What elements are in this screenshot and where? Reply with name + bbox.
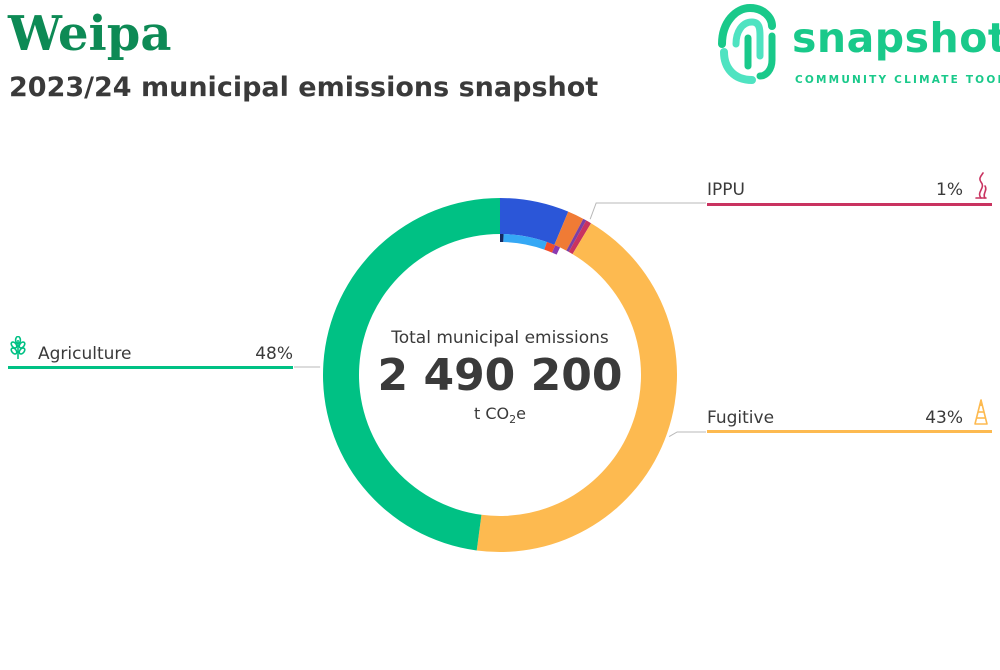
inner-segment-purple (552, 245, 561, 255)
segment-waste (566, 218, 587, 252)
segment-ippu (568, 220, 592, 255)
factory-smoke-icon (975, 172, 987, 199)
leader-lines (294, 202, 706, 437)
underline-fugitive (707, 430, 992, 433)
percent-ippu: 1% (936, 180, 963, 200)
snapshot-logo[interactable]: snapshot COMMUNITY CLIMATE TOOL (714, 0, 1000, 92)
wheat-icon (10, 336, 26, 359)
inner-ring (500, 234, 561, 255)
underline-agriculture (8, 366, 293, 369)
label-agriculture: Agriculture (38, 344, 132, 364)
center-total-value: 2 490 200 (377, 350, 623, 401)
inner-segment-orange-red (544, 242, 556, 253)
percent-fugitive: 43% (925, 408, 963, 428)
segment-transport (554, 211, 584, 251)
label-fugitive: Fugitive (707, 408, 775, 428)
page-subtitle: 2023/24 municipal emissions snapshot (9, 72, 599, 103)
logo-wordmark: snapshot (792, 14, 1000, 62)
center-unit: t CO2e (350, 404, 650, 426)
unit-prefix: t CO (474, 404, 510, 423)
logo-tagline: COMMUNITY CLIMATE TOOL (795, 74, 1000, 86)
center-title: Total municipal emissions (391, 328, 609, 348)
page-title: Weipa (8, 6, 172, 62)
label-ippu: IPPU (707, 180, 745, 200)
fingerprint-logo-icon (718, 3, 776, 84)
unit-suffix: e (516, 404, 526, 423)
segment-fugitive (476, 223, 677, 553)
percent-agriculture: 48% (255, 344, 293, 364)
unit-subscript: 2 (509, 413, 517, 427)
underline-ippu (707, 203, 992, 206)
leader-line-ippu (589, 202, 706, 220)
segment-stationary-energy (500, 198, 569, 245)
oil-rig-icon (974, 399, 988, 425)
inner-segment-dark-blue (500, 234, 504, 243)
leader-line-fugitive (668, 431, 706, 437)
outer-ring (323, 198, 677, 553)
segment-agriculture (323, 198, 500, 551)
inner-segment-light-blue (503, 234, 547, 250)
